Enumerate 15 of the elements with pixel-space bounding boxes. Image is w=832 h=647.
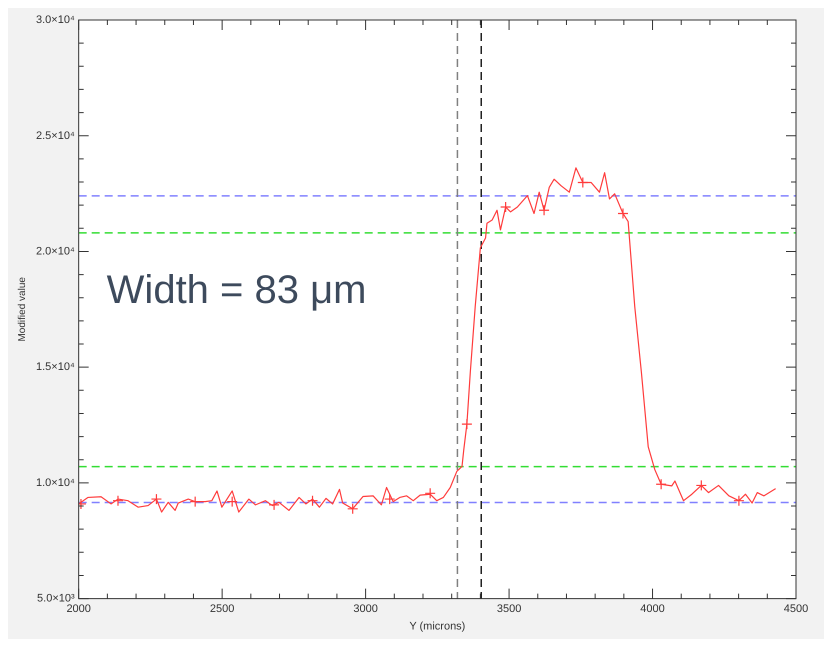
x-tick-label: 2500	[210, 603, 234, 616]
y-tick-label: 3.0×10⁴	[36, 14, 75, 26]
x-tick-label: 3000	[353, 603, 378, 616]
y-axis-title: Modified value	[16, 276, 28, 342]
x-axis-title: Y (microns)	[409, 620, 466, 632]
y-tick-label: 2.5×10⁴	[36, 130, 75, 142]
annotation: Width = 83 μm	[106, 268, 366, 312]
x-tick-label: 3500	[496, 603, 522, 616]
x-tick-label: 2000	[66, 603, 91, 616]
y-tick-label: 5.0×10³	[37, 592, 76, 605]
y-tick-label: 1.5×10⁴	[36, 361, 75, 374]
x-tick-label: 4500	[784, 603, 808, 616]
x-tick-label: 4000	[640, 603, 665, 616]
y-tick-label: 1.0×10⁴	[36, 476, 75, 489]
y-tick-label: 2.0×10⁴	[36, 245, 75, 258]
